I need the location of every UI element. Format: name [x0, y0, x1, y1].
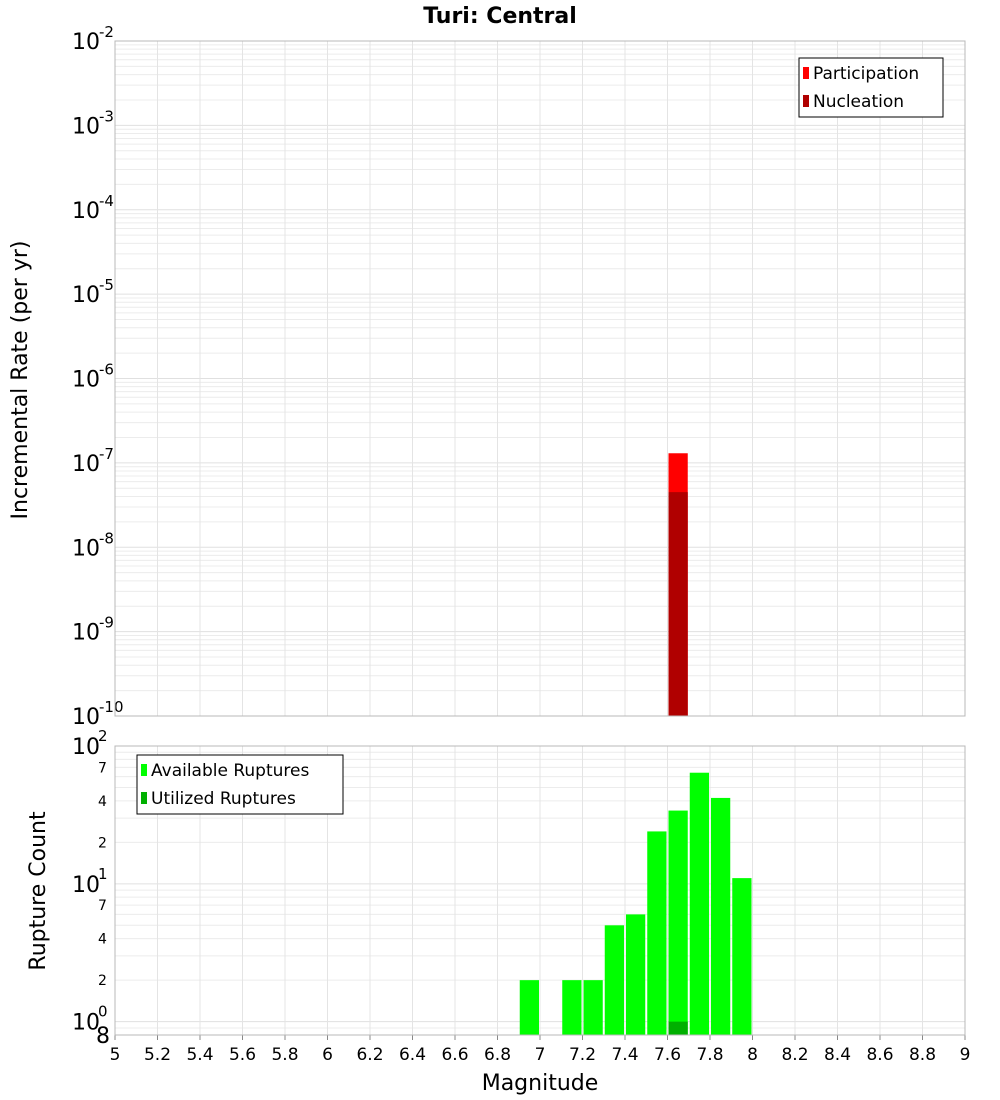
count-y-tick-exponent: 1: [98, 865, 108, 883]
rate-y-tick-exponent: -10: [99, 698, 124, 716]
rate-plot-frame: [114, 40, 966, 717]
x-tick-label: 6.8: [484, 1045, 511, 1065]
x-tick-label: 5.6: [229, 1045, 256, 1065]
available-ruptures-bar: [604, 925, 624, 1035]
rate-y-tick-label: 10: [72, 452, 100, 477]
x-tick-label: 8.4: [824, 1045, 851, 1065]
x-tick-label: 6.2: [356, 1045, 383, 1065]
magnitude-x-ticks: 5 5.2 5.4 5.6 5.8 6 6.2 6.4 6.6 6.8 7 7.2 7.4 7.6 7.8 8…: [110, 1035, 971, 1065]
available-ruptures-bar: [689, 772, 709, 1035]
chart-title: Turi: Central: [423, 4, 577, 29]
count-y-minor-tick-label: 4: [98, 794, 107, 810]
x-tick-label: 7.2: [569, 1045, 596, 1065]
x-tick-label: 7: [535, 1045, 546, 1065]
rate-y-tick-exponent: -9: [99, 614, 114, 632]
rate-y-axis-label: Incremental Rate (per yr): [8, 241, 33, 520]
available-ruptures-bar: [562, 980, 582, 1035]
available-ruptures-bar: [668, 810, 688, 1035]
count-legend: Available Ruptures Utilized Ruptures: [136, 754, 344, 815]
rate-y-tick-exponent: -6: [99, 361, 114, 379]
count-y-minor-tick-label: 4: [98, 932, 107, 948]
rate-y-tick-label: 10: [72, 30, 100, 55]
x-tick-label: 8.2: [781, 1045, 808, 1065]
rate-y-tick-label: 10: [72, 283, 100, 308]
available-ruptures-bar: [711, 797, 731, 1035]
rate-y-tick-exponent: -8: [99, 529, 114, 547]
count-y-minor-tick-label: 2: [98, 973, 107, 989]
rate-y-tick-exponent: -7: [99, 445, 114, 463]
available-ruptures-bar: [519, 980, 539, 1035]
rate-bars: [668, 453, 688, 716]
x-tick-label: 8.6: [866, 1045, 893, 1065]
rate-y-tick-exponent: -4: [99, 192, 114, 210]
count-y-minor-tick-label: 7: [98, 898, 107, 914]
rate-legend-box: [798, 57, 944, 118]
x-axis-label: Magnitude: [482, 1071, 599, 1096]
count-y-minor-tick-label: 7: [98, 760, 107, 776]
rate-y-tick-label: 10: [72, 536, 100, 561]
utilized-legend-swatch: [141, 792, 147, 804]
nucleation-bar: [668, 492, 688, 716]
x-tick-label: 9: [960, 1045, 971, 1065]
rate-y-tick-exponent: -3: [99, 107, 114, 125]
rate-y-tick-label: 10: [72, 621, 100, 646]
available-ruptures-bar: [583, 980, 603, 1035]
available-ruptures-bar: [626, 914, 646, 1035]
available-ruptures-bar: [732, 878, 752, 1035]
rate-y-tick-label: 10: [72, 705, 100, 730]
x-tick-label: 7.8: [696, 1045, 723, 1065]
rate-y-tick-label: 10: [72, 368, 100, 393]
rate-y-tick-exponent: -2: [99, 23, 114, 41]
participation-legend-swatch: [803, 67, 809, 79]
x-tick-label: 5.2: [144, 1045, 171, 1065]
count-y-minor-tick-label: 2: [98, 835, 107, 851]
x-tick-label: 6.6: [441, 1045, 468, 1065]
x-tick-label: 6.4: [399, 1045, 426, 1065]
x-tick-label: 5: [110, 1045, 121, 1065]
nucleation-legend-label: Nucleation: [813, 92, 904, 112]
rate-grid: [114, 41, 966, 717]
participation-legend-label: Participation: [813, 64, 919, 84]
nucleation-legend-swatch: [803, 95, 809, 107]
available-legend-swatch: [141, 764, 147, 776]
x-tick-label: 8.8: [909, 1045, 936, 1065]
utilized-legend-label: Utilized Ruptures: [151, 789, 296, 809]
count-y-axis-label: Rupture Count: [26, 811, 51, 971]
rate-legend: Participation Nucleation: [798, 57, 944, 118]
x-tick-label: 6: [322, 1045, 333, 1065]
rate-y-tick-exponent: -5: [99, 276, 114, 294]
x-tick-label: 7.6: [654, 1045, 681, 1065]
x-tick-label: 5.4: [186, 1045, 213, 1065]
available-ruptures-bar: [647, 831, 667, 1035]
count-y-minor-tick-label: 8: [96, 1024, 110, 1049]
count-plot-frame: [114, 745, 966, 1036]
x-tick-label: 5.8: [271, 1045, 298, 1065]
count-legend-box: [136, 754, 344, 815]
count-y-tick-label: 10: [72, 735, 100, 760]
x-tick-label: 7.4: [611, 1045, 638, 1065]
rate-y-tick-label: 10: [72, 199, 100, 224]
x-tick-label: 8: [747, 1045, 758, 1065]
count-y-tick-exponent: 0: [98, 1003, 108, 1021]
rate-y-tick-label: 10: [72, 114, 100, 139]
count-y-tick-label: 10: [72, 1011, 100, 1036]
count-y-tick-label: 10: [72, 873, 100, 898]
count-y-tick-exponent: 2: [98, 727, 108, 745]
utilized-ruptures-bar: [668, 1021, 688, 1035]
count-bars: [519, 772, 752, 1035]
available-legend-label: Available Ruptures: [151, 761, 309, 781]
